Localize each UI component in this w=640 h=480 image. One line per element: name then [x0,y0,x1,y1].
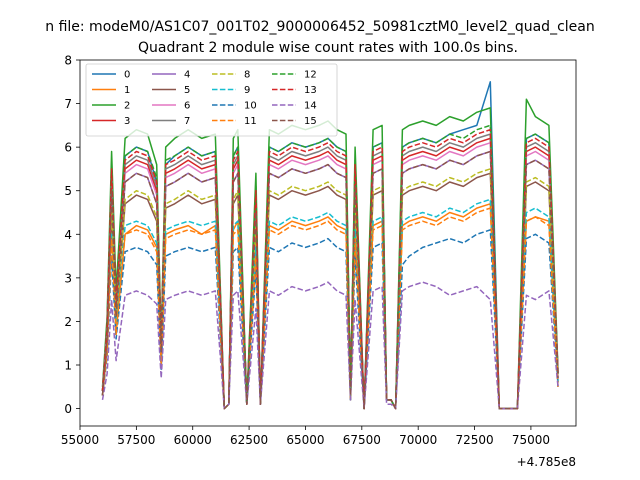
figure-suptitle: n file: modeM0/AS1C07_001T02_9000006452_… [45,19,594,35]
legend-label-14: 14 [304,101,317,112]
legend-label-15: 15 [304,116,317,127]
y-tick-label: 8 [64,54,72,68]
axis-ticks: 55000 57500 60000 62500 65000 67500 70000 72500… [61,54,550,448]
y-tick-label: 7 [64,97,72,111]
legend-label-9: 9 [244,85,250,96]
legend-label-4: 4 [184,70,190,81]
legend-label-2: 2 [124,101,130,112]
legend-label-10: 10 [244,101,257,112]
y-tick-label: 3 [64,271,72,285]
y-tick-label: 5 [64,184,72,198]
legend-label-0: 0 [124,70,130,81]
legend-label-8: 8 [244,70,250,81]
x-tick-label: 65000 [286,433,324,447]
series-line-11 [101,207,559,410]
x-tick-label: 57500 [117,433,155,447]
x-tick-label: 67500 [343,433,381,447]
x-tick-label: 62500 [230,433,268,447]
x-tick-label: 60000 [174,433,212,447]
series-line-10 [101,229,559,410]
legend-label-12: 12 [304,70,317,81]
y-tick-label: 1 [64,359,72,373]
legend-label-11: 11 [244,116,257,127]
legend-label-1: 1 [124,85,130,96]
series-line-15 [101,150,559,410]
y-tick-label: 2 [64,315,72,329]
y-tick-label: 0 [64,402,72,416]
legend-label-3: 3 [124,116,130,127]
x-tick-label: 75000 [512,433,550,447]
x-offset-label: +4.785e8 [517,455,576,469]
x-tick-label: 55000 [61,433,99,447]
plot-frame [79,59,577,427]
legend-frame [85,63,338,137]
legend-label-7: 7 [184,116,190,127]
legend-label-5: 5 [184,85,190,96]
y-tick-label: 6 [64,141,72,155]
x-tick-label: 70000 [399,433,437,447]
legend-label-13: 13 [304,85,317,96]
series-line-14 [101,281,559,410]
y-tick-label: 4 [64,228,72,242]
chart-title: Quadrant 2 module wise count rates with … [138,40,518,56]
legend-label-6: 6 [184,101,190,112]
x-tick-label: 72500 [455,433,493,447]
